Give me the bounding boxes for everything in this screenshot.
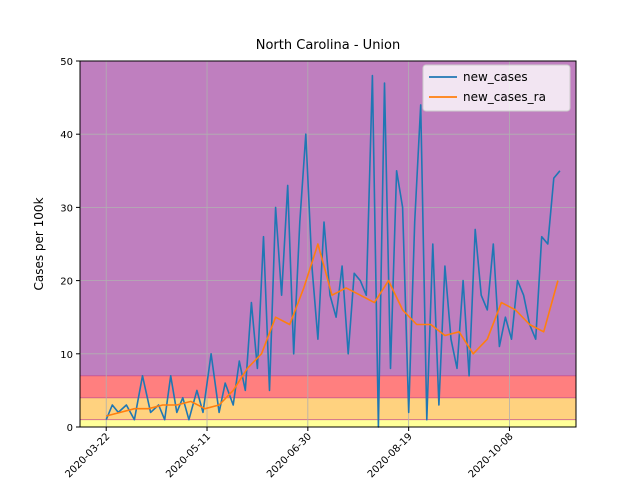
x-tick-label: 2020-10-08 — [467, 431, 516, 480]
legend-label-new_cases: new_cases — [463, 70, 528, 84]
x-tick-label: 2020-06-30 — [265, 431, 314, 480]
risk-band-2 — [80, 375, 576, 398]
x-tick-label: 2020-08-19 — [366, 431, 415, 480]
grid-lines — [80, 61, 576, 427]
y-tick-label: 30 — [60, 203, 73, 214]
legend-box — [422, 64, 571, 112]
risk-band-0 — [80, 419, 576, 427]
y-tick-label: 50 — [60, 57, 73, 68]
plot-frame — [79, 60, 577, 428]
legend: new_cases new_cases_ra — [422, 64, 571, 112]
legend-label-new_cases_ra: new_cases_ra — [463, 90, 546, 104]
series-lines — [105, 74, 561, 428]
x-axis: 2020-03-22 2020-05-11 2020-06-30 2020-08-19… — [63, 427, 516, 480]
risk-bands — [80, 61, 576, 427]
x-tick-label: 2020-05-11 — [164, 431, 213, 480]
y-tick-label: 20 — [60, 277, 73, 288]
y-axis-label: Cases per 100k — [32, 197, 46, 290]
chart-title: North Carolina - Union — [256, 38, 401, 53]
series-line-new_cases_ra — [106, 243, 559, 417]
y-axis: 0 10 20 30 40 50 — [60, 57, 80, 434]
y-tick-label: 0 — [67, 423, 73, 434]
y-tick-label: 40 — [60, 130, 73, 141]
y-tick-label: 10 — [60, 350, 73, 361]
x-tick-label: 2020-03-22 — [63, 431, 112, 480]
series-line-new_cases — [105, 74, 561, 428]
